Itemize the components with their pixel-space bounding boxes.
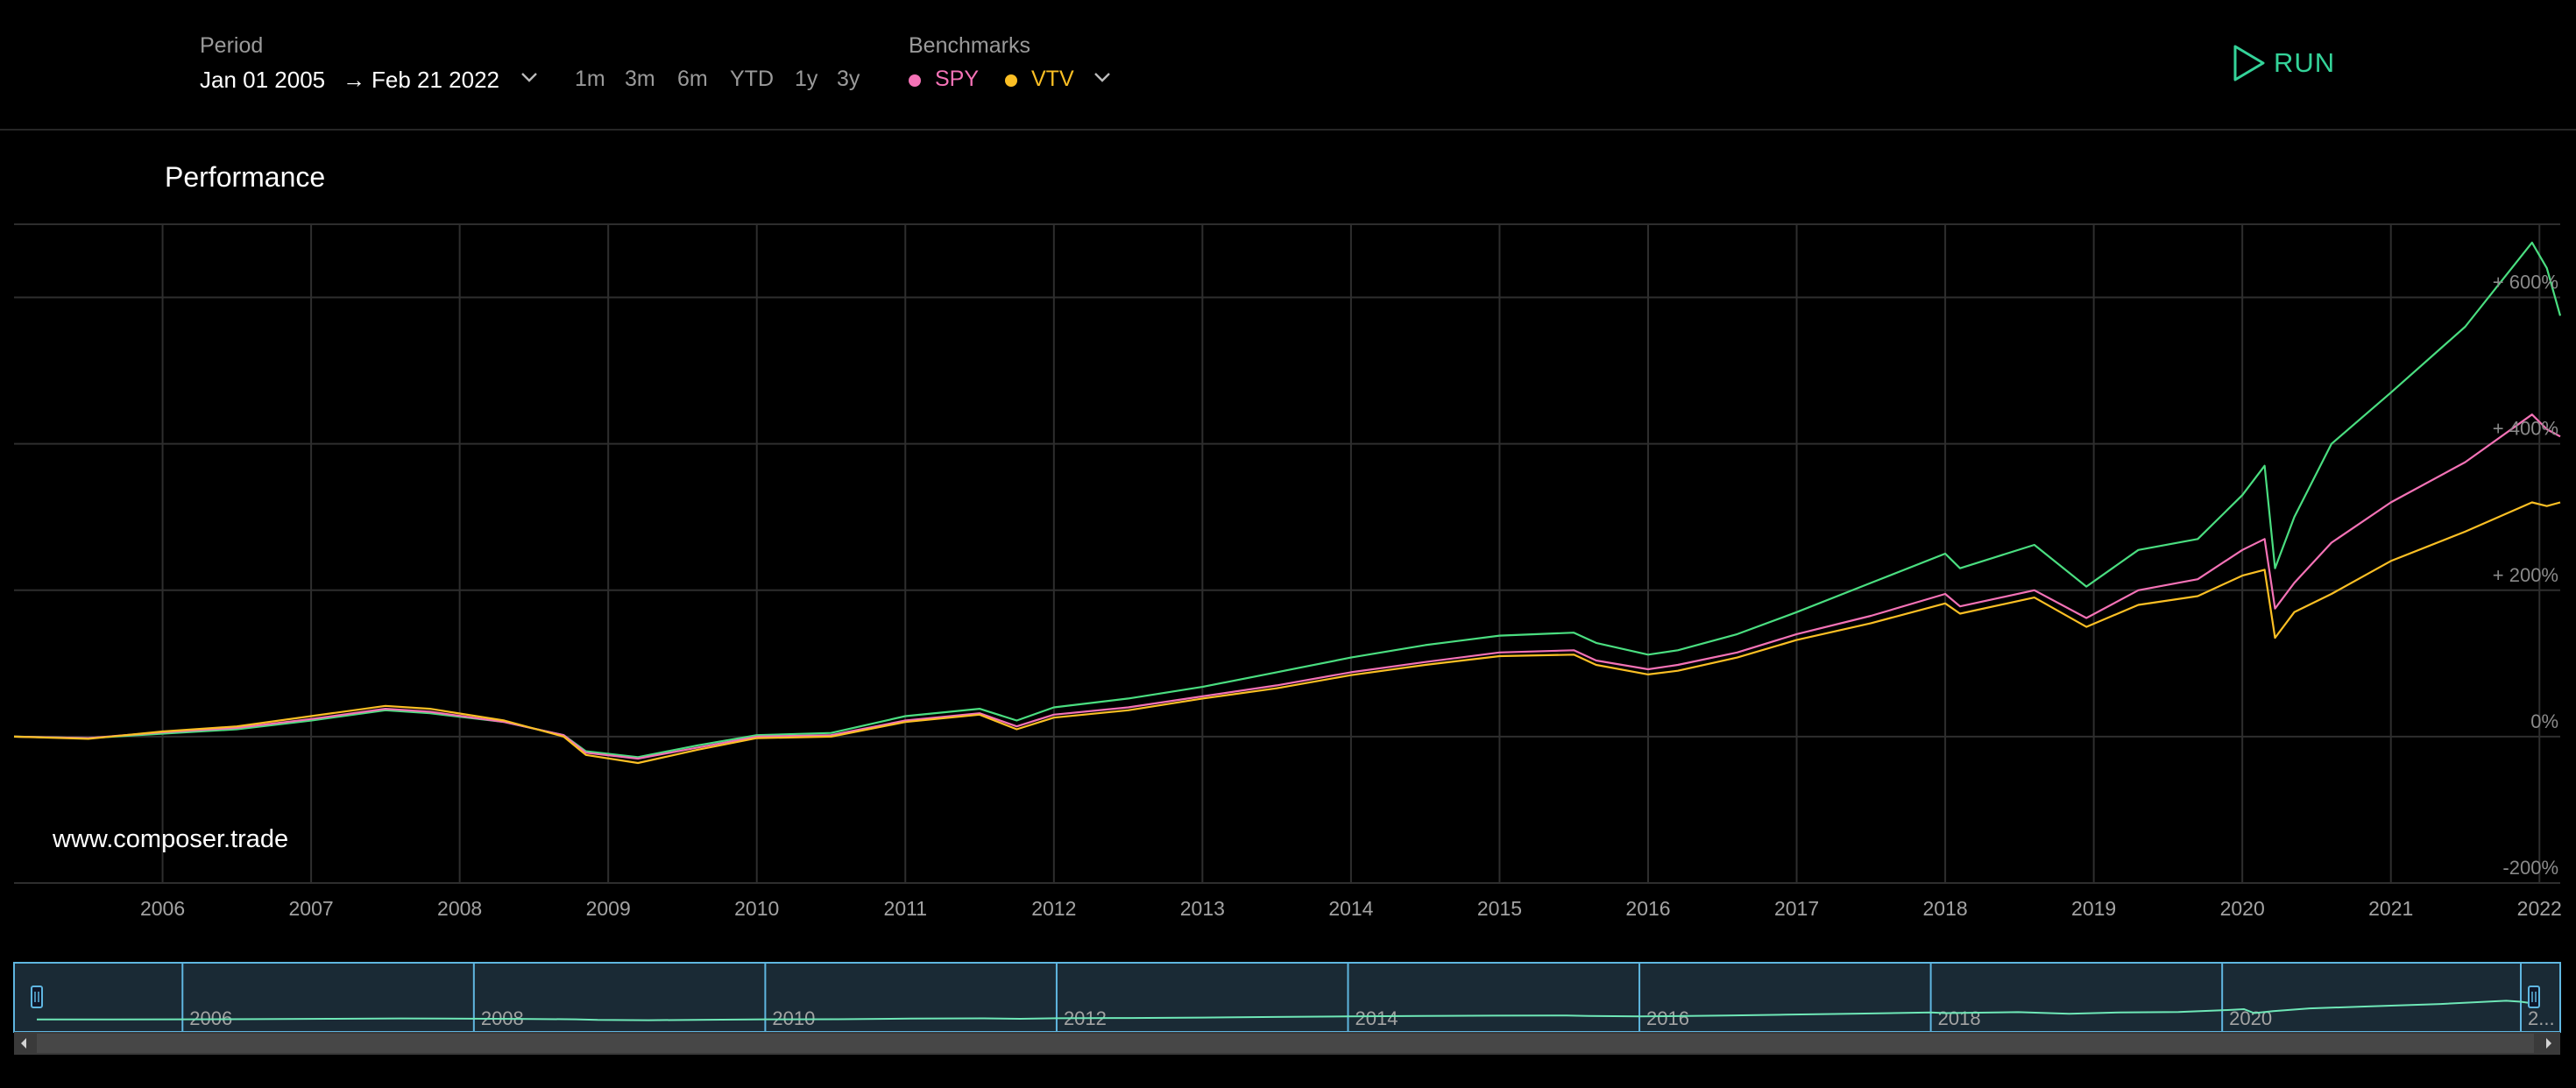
navigator-tick-label: 2008 (481, 1007, 524, 1029)
benchmarks-label: Benchmarks (909, 33, 1030, 58)
x-tick-label: 2012 (1031, 897, 1076, 920)
scroll-left-arrow-icon[interactable] (21, 1038, 26, 1049)
scroll-right-arrow-icon[interactable] (2546, 1038, 2551, 1049)
x-tick-label: 2017 (1774, 897, 1819, 920)
x-tick-label: 2014 (1328, 897, 1373, 920)
watermark: www.composer.trade (53, 825, 289, 853)
scrollbar-thumb[interactable] (37, 1034, 2534, 1053)
range-3y-button[interactable]: 3y (837, 67, 860, 91)
x-tick-label: 2018 (1922, 897, 1967, 920)
y-axis-labels: + 600% + 400% + 200% 0% -200% (2493, 272, 2558, 879)
navigator-tick-label: 2018 (1938, 1007, 1981, 1029)
x-tick-label: 2006 (140, 897, 185, 920)
series-line-2 (13, 501, 2561, 765)
chart-title: Performance (165, 161, 326, 193)
benchmark-spy[interactable]: SPY (935, 67, 980, 91)
chevron-down-icon[interactable] (520, 72, 538, 84)
performance-chart[interactable]: + 600%+ 400%+ 200%0%-200% 2006 2007 2008 20… (0, 0, 2576, 946)
toolbar: Period Jan 01 2005 → Feb 21 2022 1m 3m 6… (0, 0, 2576, 131)
run-label: RUN (2274, 47, 2336, 78)
y-tick-label: -200% (2502, 857, 2558, 879)
range-6m-button[interactable]: 6m (677, 67, 708, 91)
x-tick-label: 2020 (2220, 897, 2265, 920)
run-button[interactable]: RUN (2230, 42, 2344, 84)
range-1y-button[interactable]: 1y (795, 67, 818, 91)
x-tick-label: 2011 (884, 897, 927, 920)
x-tick-label: 2022 (2517, 897, 2562, 920)
scrollbar-track[interactable] (14, 1032, 2560, 1055)
vtv-dot-icon (1005, 74, 1017, 87)
range-1m-button[interactable]: 1m (575, 67, 605, 91)
arrow-icon: → (343, 67, 365, 93)
navigator-tick-label: 2... (2528, 1007, 2555, 1029)
x-tick-label: 2013 (1180, 897, 1225, 920)
x-tick-label: 2007 (289, 897, 334, 920)
navigator-tick-label: 2020 (2229, 1007, 2272, 1029)
y-tick-label: 0% (2530, 710, 2558, 732)
range-ytd-button[interactable]: YTD (730, 67, 774, 91)
x-tick-label: 2015 (1477, 897, 1522, 920)
x-tick-label: 2016 (1625, 897, 1670, 920)
navigator-tick-label: 2014 (1355, 1007, 1398, 1029)
navigator-tick-label: 2016 (1646, 1007, 1689, 1029)
navigator-right-handle[interactable] (2528, 986, 2540, 1008)
navigator-left-handle[interactable] (31, 986, 43, 1008)
spy-dot-icon (909, 74, 921, 87)
y-tick-label: + 400% (2493, 418, 2558, 440)
x-axis-labels: 2006 2007 2008 2009 2010 2011 2012 2013 2014 2015… (140, 897, 2562, 920)
grid (14, 223, 2560, 884)
navigator-series-line (36, 1000, 2535, 1021)
navigator-tick-label: 2006 (189, 1007, 232, 1029)
y-tick-label: + 600% (2493, 272, 2558, 293)
series-line-0 (13, 241, 2562, 759)
range-3m-button[interactable]: 3m (625, 67, 655, 91)
period-label: Period (200, 33, 264, 58)
navigator-tick-label: 2012 (1064, 1007, 1107, 1029)
x-tick-label: 2019 (2071, 897, 2116, 920)
x-tick-label: 2009 (586, 897, 631, 920)
series-lines (13, 241, 2562, 765)
benchmark-vtv[interactable]: VTV (1031, 67, 1074, 91)
start-date[interactable]: Jan 01 2005 (200, 67, 326, 93)
navigator-tick-label: 2010 (772, 1007, 815, 1029)
end-date[interactable]: Feb 21 2022 (372, 67, 500, 93)
x-tick-label: 2008 (437, 897, 482, 920)
navigator-window[interactable] (13, 962, 2561, 1033)
y-tick-label: + 200% (2493, 564, 2558, 586)
x-tick-label: 2021 (2368, 897, 2413, 920)
benchmarks-chevron-down-icon[interactable] (1093, 72, 1111, 84)
play-icon (2233, 45, 2265, 81)
x-tick-label: 2010 (734, 897, 779, 920)
